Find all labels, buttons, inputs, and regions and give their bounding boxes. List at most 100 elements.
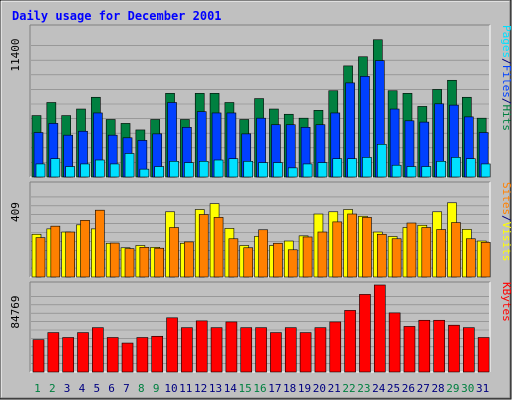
day-label: 2 <box>49 382 56 395</box>
bar-pages <box>273 162 283 178</box>
day-label: 8 <box>138 382 145 395</box>
bar-kbytes <box>151 335 164 373</box>
day-label: 16 <box>253 382 266 395</box>
chart-title: Daily usage for December 2001 <box>12 9 222 23</box>
bar-kbytes <box>314 327 327 373</box>
day-label: 24 <box>372 382 386 395</box>
y-max-label: 409 <box>9 202 22 222</box>
bar-kbytes <box>225 321 238 373</box>
bar-kbytes <box>77 332 89 373</box>
bar-kbytes <box>255 327 267 373</box>
day-label: 18 <box>283 382 296 395</box>
bar-kbytes <box>433 319 445 373</box>
bar-sites <box>228 238 239 278</box>
bar-pages <box>451 157 461 178</box>
bar-pages <box>139 168 150 178</box>
bar-kbytes <box>136 337 149 373</box>
day-label: 12 <box>194 382 207 395</box>
bar-pages <box>35 163 46 178</box>
y-max-label: 84769 <box>9 295 22 328</box>
bar-kbytes <box>270 332 282 373</box>
bar-kbytes <box>344 310 356 373</box>
bar-sites <box>109 242 120 278</box>
bar-sites <box>480 242 491 278</box>
day-label: 14 <box>224 382 238 395</box>
bar-sites <box>213 217 224 278</box>
bar-sites <box>198 214 209 278</box>
bar-sites <box>139 247 150 278</box>
bar-kbytes <box>47 332 60 373</box>
bar-kbytes <box>463 327 475 373</box>
bar-kbytes <box>284 327 297 373</box>
bar-pages <box>198 161 209 178</box>
bar-kbytes <box>210 327 223 373</box>
bar-sites <box>169 227 179 278</box>
bar-kbytes <box>418 319 431 373</box>
bar-sites <box>317 231 328 278</box>
bar-sites <box>421 227 432 278</box>
bar-sites <box>376 233 387 278</box>
bar-pages <box>376 144 387 178</box>
bar-kbytes <box>448 324 460 373</box>
bar-pages <box>243 161 254 178</box>
day-label: 7 <box>123 382 130 395</box>
bar-pages <box>302 163 313 178</box>
side-legend: KBytes <box>500 282 512 322</box>
side-legend-kbytes: KBytes <box>500 282 512 322</box>
day-label: 26 <box>402 382 415 395</box>
bar-pages <box>228 158 239 178</box>
bar-sites <box>243 247 254 278</box>
bar-kbytes <box>388 312 401 373</box>
side-legend-files: Files <box>500 65 512 98</box>
day-label: 15 <box>239 382 252 395</box>
day-label: 29 <box>446 382 459 395</box>
side-legend: Sites/Visits <box>500 182 512 262</box>
day-label: 17 <box>268 382 281 395</box>
bar-pages <box>154 166 165 178</box>
bar-kbytes <box>403 326 416 373</box>
bar-pages <box>258 162 268 178</box>
day-label: 13 <box>209 382 222 395</box>
bar-kbytes <box>62 337 74 373</box>
bar-sites <box>287 249 298 278</box>
bar-kbytes <box>32 339 45 373</box>
bar-sites <box>258 229 268 278</box>
day-label: 3 <box>64 382 71 395</box>
bar-pages <box>436 161 446 178</box>
day-label: 11 <box>179 382 192 395</box>
bar-sites <box>50 225 61 278</box>
bar-pages <box>65 166 75 178</box>
bar-pages <box>109 163 120 178</box>
side-legend-visits: Visits <box>500 222 512 262</box>
bar-pages <box>391 164 402 178</box>
day-label: 9 <box>153 382 160 395</box>
day-label: 28 <box>431 382 444 395</box>
bar-kbytes <box>92 327 104 373</box>
bar-kbytes <box>121 342 134 373</box>
bar-kbytes <box>166 317 178 373</box>
side-legend-sites: Sites <box>500 182 512 215</box>
bar-sites <box>184 241 194 278</box>
side-legend-slash: / <box>500 58 512 65</box>
side-legend: Pages/Files/Hits <box>500 25 512 131</box>
bar-sites <box>302 236 313 278</box>
panel-visits-sites: 409 Sites/Visits <box>9 181 512 278</box>
bar-sites <box>406 222 417 278</box>
bar-sites <box>451 222 461 278</box>
y-max-label: 11400 <box>9 38 22 71</box>
bar-pages <box>406 166 417 178</box>
bar-kbytes <box>329 321 342 373</box>
bar-pages <box>287 167 298 178</box>
day-label: 27 <box>417 382 430 395</box>
bar-pages <box>332 158 343 178</box>
panel-kbytes: 84769 KBytes <box>9 281 512 373</box>
day-label: 21 <box>328 382 341 395</box>
day-label: 6 <box>108 382 115 395</box>
bar-sites <box>35 237 46 278</box>
bar-sites <box>95 209 105 278</box>
bar-pages <box>480 163 491 178</box>
bar-sites <box>154 247 165 278</box>
